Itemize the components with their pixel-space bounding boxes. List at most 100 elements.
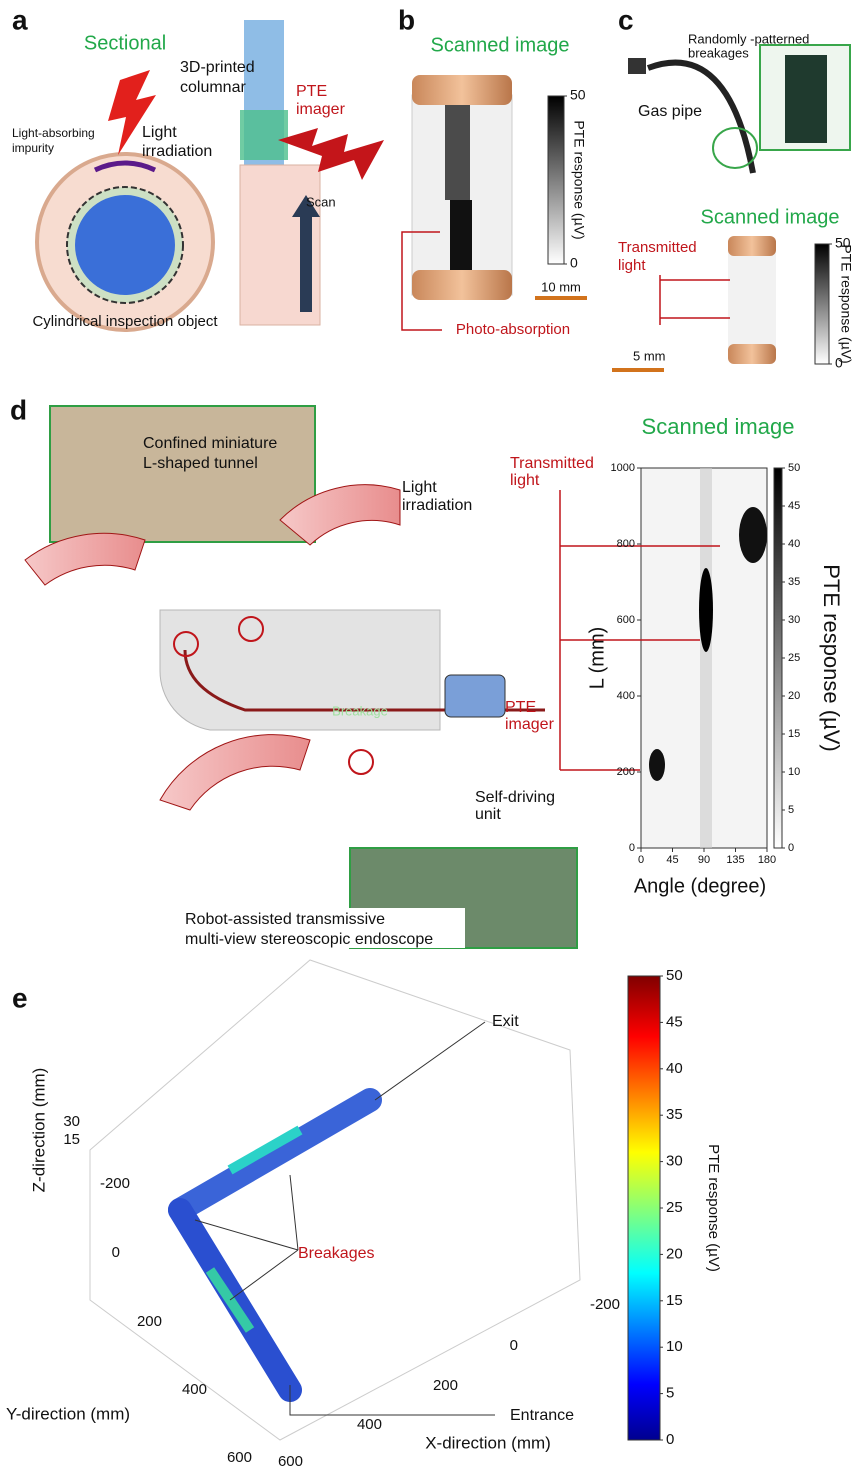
tick-label: 5: [788, 804, 794, 816]
label: 5 mm: [633, 348, 666, 363]
tick-label: 600: [617, 614, 635, 626]
colorbar-label: PTE response (µV): [819, 564, 844, 752]
label: breakages: [688, 45, 749, 60]
panel-title: Scanned image: [431, 34, 570, 56]
label: L-shaped tunnel: [143, 455, 258, 472]
tick-label: 1000: [611, 462, 635, 474]
tick-label: 10: [788, 766, 800, 778]
tick-label: 45: [666, 1013, 683, 1030]
panel-title: Scanned image: [642, 414, 795, 439]
colorbar: [815, 244, 829, 364]
tick-label: 15: [788, 728, 800, 740]
label: 10 mm: [541, 279, 581, 294]
label: Gas pipe: [638, 103, 702, 120]
tick-label: 400: [617, 690, 635, 702]
label: PTE: [296, 83, 327, 100]
panel-e-drawing: [90, 960, 580, 1440]
tick-label: 600: [278, 1453, 303, 1470]
tick-label: 45: [788, 500, 800, 512]
tick-label: 30: [788, 614, 800, 626]
tick-label: 200: [137, 1313, 162, 1330]
axis-label: X-direction (mm): [425, 1433, 551, 1452]
tick-label: -200: [100, 1175, 130, 1192]
tick-label: 0: [570, 255, 578, 271]
axis-label: L (mm): [586, 627, 608, 690]
colorbar: [548, 96, 564, 264]
label: light: [618, 257, 646, 274]
panel-label: d: [10, 394, 27, 425]
label: Randomly -patterned: [688, 31, 809, 46]
tick-label: 35: [788, 576, 800, 588]
panel-label: b: [398, 4, 415, 35]
tick-label: 10: [666, 1338, 683, 1355]
tick-label: 5: [666, 1385, 674, 1402]
label: Confined miniature: [143, 435, 277, 452]
tick-label: 50: [570, 87, 586, 103]
panel-d-drawing: [25, 406, 767, 948]
tick-label: 20: [666, 1245, 683, 1262]
label: Transmitted: [618, 239, 697, 256]
label: Scan: [306, 194, 336, 209]
label: 3D-printed: [180, 59, 255, 76]
tick-label: 25: [788, 652, 800, 664]
tick-label: 40: [666, 1060, 683, 1077]
label: Cylindrical inspection object: [32, 313, 218, 330]
label: Robot-assisted transmissive: [185, 911, 385, 928]
label: Light: [142, 124, 177, 141]
label: Light: [402, 479, 437, 496]
label: imager: [296, 101, 346, 118]
colorbar: [628, 976, 660, 1440]
label: Exit: [492, 1013, 519, 1030]
tick-label: 30: [63, 1113, 80, 1130]
tick-label: 200: [433, 1377, 458, 1394]
colorbar-label: PTE response (µV): [838, 244, 854, 363]
label: Self-driving: [475, 789, 555, 806]
axis-label: Y-direction (mm): [6, 1404, 130, 1423]
tick-label: 50: [666, 967, 683, 984]
colorbar: [774, 468, 782, 848]
panel-label: c: [618, 4, 634, 35]
label: Photo-absorption: [456, 321, 570, 338]
panel-title: Sectional: [84, 32, 166, 54]
label: impurity: [12, 141, 54, 155]
label: columnar: [180, 79, 246, 96]
tick-label: 35: [666, 1106, 683, 1123]
panel-label: e: [12, 982, 28, 1013]
label: Breakages: [298, 1245, 375, 1262]
tick-label: 40: [788, 538, 800, 550]
tick-label: 20: [788, 690, 800, 702]
tick-label: 0: [112, 1244, 120, 1261]
label: irradiation: [402, 497, 472, 514]
tick-label: -200: [590, 1296, 620, 1313]
tick-label: 15: [63, 1131, 80, 1148]
label: Transmitted: [510, 455, 594, 472]
figure: aSectionalLight-absorbingimpurityLightir…: [0, 0, 854, 1470]
tick-label: 0: [510, 1337, 518, 1354]
label: unit: [475, 806, 501, 823]
tick-label: 800: [617, 538, 635, 550]
label: Entrance: [510, 1407, 574, 1424]
colorbar-label: PTE response (µV): [705, 1144, 722, 1272]
tick-label: 135: [726, 854, 744, 866]
axis-label: Angle (degree): [634, 875, 766, 897]
label: Breakage: [332, 703, 388, 718]
label: multi-view stereoscopic endoscope: [185, 931, 433, 948]
label: Light-absorbing: [12, 126, 95, 140]
panel-title: Scanned image: [701, 206, 840, 228]
tick-label: 15: [666, 1292, 683, 1309]
tick-label: 30: [666, 1153, 683, 1170]
tick-label: 180: [758, 854, 776, 866]
axis-label: Z-direction (mm): [29, 1068, 48, 1193]
label: irradiation: [142, 143, 212, 160]
tick-label: 0: [788, 842, 794, 854]
tick-label: 400: [357, 1416, 382, 1433]
panel-label: a: [12, 4, 28, 35]
tick-label: 0: [629, 842, 635, 854]
tick-label: 50: [788, 462, 800, 474]
tick-label: 600: [227, 1449, 252, 1466]
tick-label: 90: [698, 854, 710, 866]
tick-label: 0: [638, 854, 644, 866]
colorbar-label: PTE response (µV): [571, 120, 587, 239]
tick-label: 45: [666, 854, 678, 866]
label: PTE: [505, 699, 536, 716]
